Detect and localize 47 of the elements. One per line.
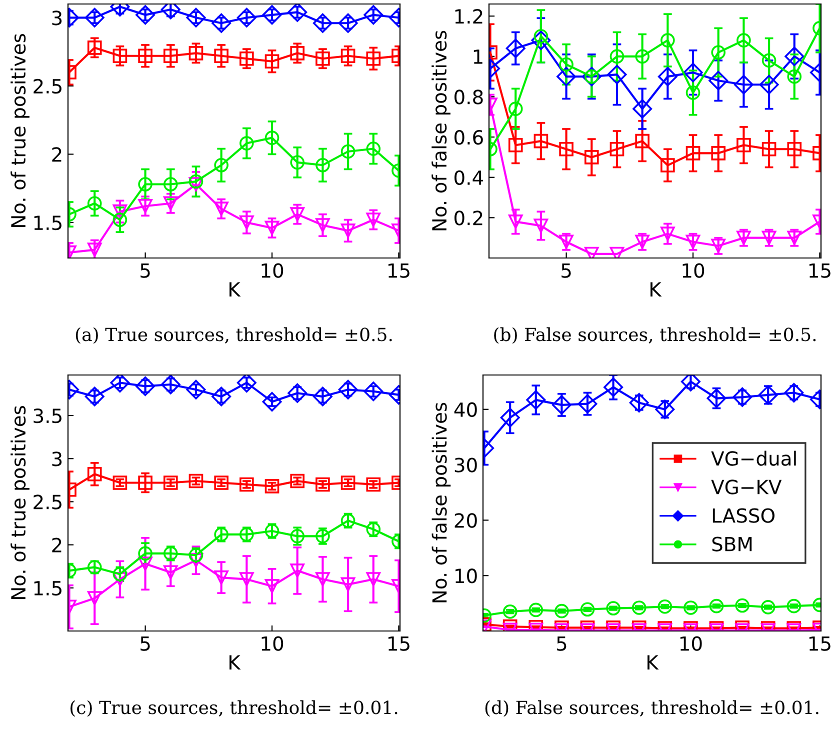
x-tick-label: 10	[262, 263, 284, 278]
y-tick-label: 30	[454, 458, 477, 472]
y-tick-label: 2.5	[34, 494, 62, 510]
y-tick-label: 2.5	[34, 78, 62, 94]
legend-label: LASSO	[712, 508, 774, 523]
y-tick-label: 3	[52, 10, 62, 26]
y-tick-label: 1.5	[34, 216, 62, 230]
text: (b) False sources, threshold= ±0.5.	[494, 327, 816, 344]
x-axis-title: K	[230, 655, 241, 670]
y-axis-title: No. of true positives	[10, 34, 30, 228]
x-axis-title: K	[230, 282, 241, 296]
x-tick-label: 15	[388, 263, 410, 278]
x-tick-label: 10	[682, 263, 704, 278]
y-tick-label: 3	[52, 452, 62, 466]
y-tick-label: 0.8	[454, 90, 483, 104]
y-tick-label: 40	[454, 402, 477, 418]
legend-label: VG−dual	[711, 450, 796, 466]
y-tick-label: 2	[52, 538, 62, 552]
y-tick-label: 2	[52, 147, 62, 162]
x-axis-title: K	[648, 655, 659, 670]
legend-label: SBM	[712, 536, 752, 552]
y-tick-label: 1.5	[34, 581, 62, 596]
y-tick-label: 10	[456, 568, 477, 584]
y-tick-label: 1.2	[455, 9, 482, 24]
text: (c) True sources, threshold= ±0.01.	[70, 700, 398, 717]
y-tick-label: 0.4	[454, 170, 484, 186]
x-tick-label: 5	[140, 636, 150, 651]
x-tick-label: 15	[809, 636, 830, 651]
y-tick-label: 3.5	[34, 408, 62, 424]
x-tick-label: 5	[557, 636, 566, 651]
y-axis-title: No. of true positives	[10, 406, 30, 600]
y-axis-title: No. of false positives	[432, 402, 451, 602]
x-tick-label: 5	[140, 263, 150, 278]
text: (d) False sources, threshold= ±0.01.	[485, 700, 818, 717]
x-tick-label: 15	[809, 263, 830, 278]
x-tick-label: 5	[562, 263, 571, 278]
y-tick-label: 20	[454, 513, 477, 528]
y-axis-title: No. of false positives	[432, 30, 450, 230]
y-tick-label: 0.6	[454, 130, 483, 145]
text: (a) True sources, threshold= ±0.5.	[76, 327, 392, 344]
y-tick-label: 1	[474, 50, 482, 64]
x-tick-label: 10	[680, 636, 702, 651]
x-tick-label: 15	[388, 636, 410, 651]
legend-label: VG−KV	[711, 480, 782, 494]
x-tick-label: 10	[262, 636, 284, 651]
y-tick-label: 0.2	[454, 210, 482, 226]
x-axis-title: K	[650, 282, 662, 296]
